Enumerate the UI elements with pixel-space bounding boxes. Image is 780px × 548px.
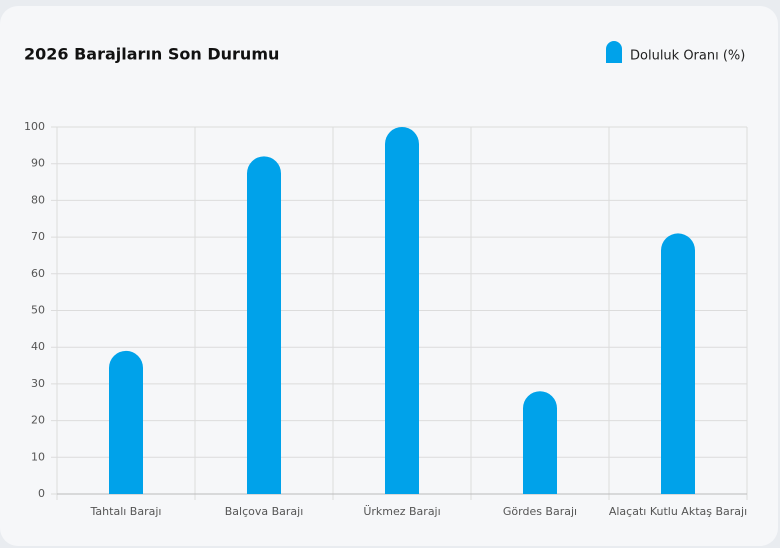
- legend-label: Doluluk Oranı (%): [630, 49, 745, 64]
- x-tick-label: Gördes Barajı: [503, 505, 577, 518]
- x-tick-label: Balçova Barajı: [225, 505, 304, 518]
- x-tick-label: Alaçatı Kutlu Aktaş Barajı: [609, 505, 747, 518]
- x-tick-label: Tahtalı Barajı: [90, 505, 162, 518]
- x-tick-label: Ürkmez Barajı: [363, 505, 440, 518]
- y-tick-label: 90: [31, 157, 45, 170]
- bar: [247, 156, 281, 495]
- bar: [661, 233, 695, 494]
- chart-title: 2026 Barajların Son Durumu: [24, 45, 279, 64]
- y-tick-label: 100: [24, 120, 45, 133]
- bar: [385, 127, 419, 494]
- y-tick-label: 60: [31, 267, 45, 280]
- bar: [109, 350, 143, 494]
- y-tick-label: 50: [31, 304, 45, 317]
- y-tick-label: 30: [31, 377, 45, 390]
- y-tick-label: 80: [31, 193, 45, 206]
- y-tick-label: 0: [38, 487, 45, 500]
- bar: [523, 391, 557, 494]
- y-tick-label: 10: [31, 450, 45, 463]
- legend-swatch: [606, 41, 622, 63]
- y-tick-label: 20: [31, 414, 45, 427]
- y-tick-label: 70: [31, 230, 45, 243]
- y-tick-label: 40: [31, 340, 45, 353]
